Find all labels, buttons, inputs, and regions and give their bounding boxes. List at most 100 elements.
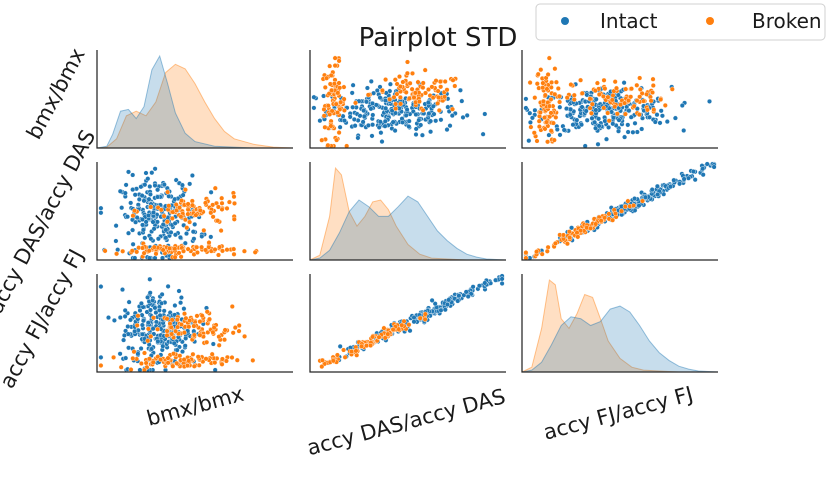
scatter-point-broken (145, 326, 151, 332)
scatter-point-broken (232, 325, 238, 331)
scatter-point-broken (169, 215, 175, 221)
scatter-point-intact (127, 317, 133, 323)
scatter-point-broken (528, 124, 534, 130)
scatter-point-intact (460, 114, 466, 120)
scatter-point-broken (236, 323, 242, 329)
scatter-point-intact (178, 295, 184, 301)
scatter-point-broken (553, 114, 559, 120)
scatter-point-broken (545, 71, 551, 77)
scatter-point-broken (626, 98, 632, 104)
scatter-point-intact (681, 127, 687, 133)
scatter-point-intact (499, 281, 505, 287)
scatter-point-intact (149, 170, 155, 176)
scatter-point-broken (442, 94, 448, 100)
panel-accy-fj-accy-fj-vs-accy-das-accy-das (309, 273, 506, 373)
scatter-point-broken (224, 247, 230, 253)
scatter-point-broken (325, 142, 331, 148)
scatter-point-broken (341, 107, 347, 113)
scatter-point-broken (557, 99, 563, 105)
scatter-point-intact (382, 97, 388, 103)
scatter-point-broken (322, 84, 328, 90)
scatter-point-intact (130, 172, 136, 178)
scatter-point-broken (433, 78, 439, 84)
scatter-point-intact (146, 196, 152, 202)
scatter-point-intact (444, 127, 450, 133)
scatter-point-broken (208, 210, 214, 216)
scatter-point-broken (160, 247, 166, 253)
scatter-point-broken (219, 248, 225, 254)
scatter-point-broken (587, 105, 593, 111)
scatter-point-intact (150, 209, 156, 215)
scatter-point-intact (369, 133, 375, 139)
scatter-point-broken (191, 363, 197, 369)
scatter-point-broken (219, 356, 225, 362)
scatter-point-intact (136, 196, 142, 202)
scatter-point-intact (113, 223, 119, 229)
scatter-point-intact (604, 136, 610, 142)
scatter-point-broken (185, 246, 191, 252)
scatter-point-broken (335, 110, 341, 116)
scatter-point-broken (164, 316, 170, 322)
scatter-point-intact (153, 319, 159, 325)
scatter-point-intact (145, 176, 151, 182)
scatter-point-broken (193, 212, 199, 218)
scatter-point-intact (150, 219, 156, 225)
scatter-point-broken (170, 363, 176, 369)
scatter-point-broken (399, 322, 405, 328)
scatter-point-intact (119, 205, 125, 211)
scatter-point-broken (534, 138, 540, 144)
scatter-point-intact (413, 131, 419, 137)
scatter-point-broken (379, 87, 385, 93)
scatter-point-broken (138, 361, 144, 367)
scatter-point-broken (650, 82, 656, 88)
scatter-point-intact (589, 115, 595, 121)
scatter-point-broken (618, 102, 624, 108)
scatter-point-intact (639, 126, 645, 132)
scatter-point-intact (139, 331, 145, 337)
scatter-point-broken (203, 247, 209, 253)
scatter-point-broken (552, 66, 558, 72)
scatter-point-broken (589, 101, 595, 107)
scatter-point-intact (657, 120, 663, 126)
scatter-point-broken (250, 357, 256, 363)
scatter-point-broken (182, 217, 188, 223)
scatter-point-broken (650, 89, 656, 95)
chart-title: Pairplot STD (359, 23, 518, 53)
scatter-point-broken (438, 84, 444, 90)
scatter-point-intact (122, 307, 128, 313)
scatter-point-broken (614, 85, 620, 91)
scatter-point-intact (583, 108, 589, 114)
scatter-point-intact (616, 128, 622, 134)
scatter-point-broken (353, 348, 359, 354)
scatter-point-intact (529, 115, 535, 121)
scatter-point-broken (252, 249, 258, 255)
panel-grid (96, 50, 719, 373)
scatter-point-intact (634, 129, 640, 135)
scatter-point-broken (381, 325, 387, 331)
scatter-point-broken (637, 94, 643, 100)
scatter-point-broken (566, 229, 572, 235)
scatter-point-intact (655, 191, 661, 197)
scatter-point-intact (357, 113, 363, 119)
scatter-point-intact (160, 343, 166, 349)
scatter-point-intact (596, 116, 602, 122)
scatter-point-intact (337, 124, 343, 130)
scatter-point-intact (554, 126, 560, 132)
scatter-point-intact (171, 340, 177, 346)
scatter-point-broken (555, 85, 561, 91)
kde-intact-bmx-bmx (96, 54, 293, 149)
scatter-point-broken (549, 79, 555, 85)
scatter-point-broken (397, 74, 403, 80)
scatter-point-intact (602, 118, 608, 124)
scatter-point-intact (428, 118, 434, 124)
scatter-point-broken (135, 313, 141, 319)
scatter-point-broken (210, 202, 216, 208)
scatter-point-broken (385, 331, 391, 337)
panel-accy-das-accy-das-vs-bmx-bmx (96, 162, 293, 261)
scatter-point-intact (459, 98, 465, 104)
scatter-point-intact (382, 118, 388, 124)
scatter-point-intact (442, 307, 448, 313)
panel-axes (96, 162, 293, 261)
scatter-point-intact (140, 227, 146, 233)
